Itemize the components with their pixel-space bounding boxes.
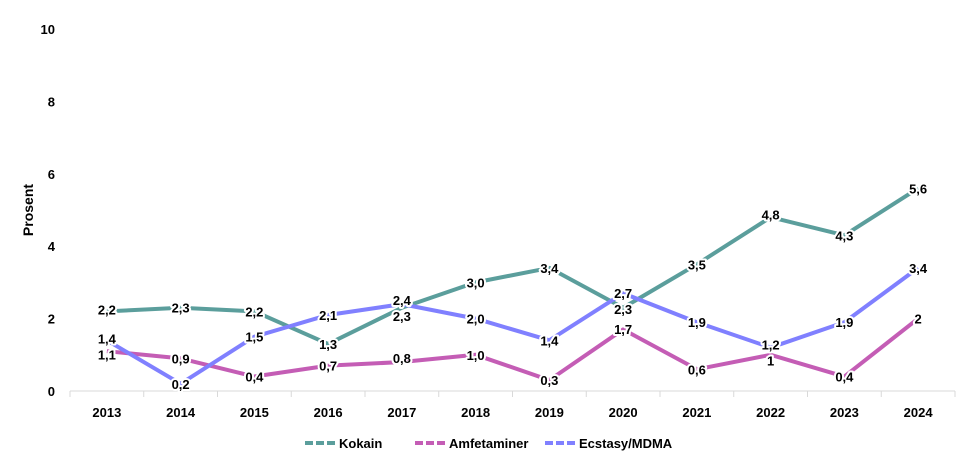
data-label: 1: [767, 354, 774, 369]
data-label: 2,1: [319, 308, 337, 323]
legend-item: Ecstasy/MDMA: [545, 436, 673, 451]
x-tick-label: 2024: [904, 405, 934, 420]
data-label: 1,7: [614, 322, 632, 337]
y-axis-label: Prosent: [20, 184, 36, 236]
data-label: 5,6: [909, 181, 927, 196]
y-tick-label: 8: [48, 94, 55, 109]
y-tick-label: 10: [41, 22, 55, 37]
data-label: 3,5: [688, 257, 706, 272]
y-tick-label: 6: [48, 167, 55, 182]
data-label: 2,2: [98, 303, 116, 318]
x-tick-label: 2017: [387, 405, 416, 420]
x-tick-label: 2013: [92, 405, 121, 420]
data-label: 1,3: [319, 337, 337, 352]
legend-label: Ecstasy/MDMA: [579, 436, 673, 451]
series-line-amfetaminer: [106, 317, 920, 383]
data-label: 0,2: [172, 377, 190, 392]
x-tick-label: 2023: [830, 405, 859, 420]
legend-label: Amfetaminer: [449, 436, 528, 451]
data-label: 1,4: [540, 333, 559, 348]
data-label: 0,6: [688, 362, 706, 377]
data-label: 0,9: [172, 351, 190, 366]
data-label: 1,5: [245, 330, 263, 345]
x-tick-label: 2016: [314, 405, 343, 420]
data-label: 1,2: [762, 338, 780, 353]
data-label: 0,7: [319, 359, 337, 374]
x-tick-label: 2014: [166, 405, 196, 420]
data-label: 2,3: [172, 301, 190, 316]
x-tick-label: 2019: [535, 405, 564, 420]
data-label: 4,8: [762, 207, 780, 222]
data-label: 1,4: [98, 332, 117, 347]
x-tick-label: 2018: [461, 405, 490, 420]
y-tick-label: 4: [48, 239, 56, 254]
data-label: 1,0: [467, 348, 485, 363]
x-tick-label: 2021: [682, 405, 711, 420]
data-label: 0,8: [393, 351, 411, 366]
data-label: 1,1: [98, 348, 116, 363]
data-label: 0,3: [540, 373, 558, 388]
x-tick-label: 2022: [756, 405, 785, 420]
x-tick-label: 2015: [240, 405, 269, 420]
x-tick-label: 2020: [609, 405, 638, 420]
data-label: 3,4: [909, 261, 928, 276]
data-label: 0,4: [245, 370, 264, 385]
data-label: 1,9: [688, 315, 706, 330]
data-label: 4,3: [835, 228, 853, 243]
data-label: 2: [915, 312, 922, 327]
legend-item: Kokain: [305, 436, 382, 451]
y-tick-label: 0: [48, 384, 55, 399]
data-label: 2,4: [393, 293, 412, 308]
legend-item: Amfetaminer: [415, 436, 528, 451]
data-label: 2,3: [393, 309, 411, 324]
y-tick-label: 2: [48, 312, 55, 327]
data-label: 1,9: [835, 315, 853, 330]
data-label: 3,0: [467, 275, 485, 290]
data-label: 2,3: [614, 302, 632, 317]
data-label: 2,0: [467, 312, 485, 327]
legend-label: Kokain: [339, 436, 382, 451]
data-label: 2,7: [614, 286, 632, 301]
data-label: 2,2: [245, 304, 263, 319]
data-label: 0,4: [835, 370, 854, 385]
series-line-ecstasy-mdma: [105, 266, 920, 386]
data-label: 3,4: [540, 261, 559, 276]
series-line-kokain: [106, 186, 920, 346]
